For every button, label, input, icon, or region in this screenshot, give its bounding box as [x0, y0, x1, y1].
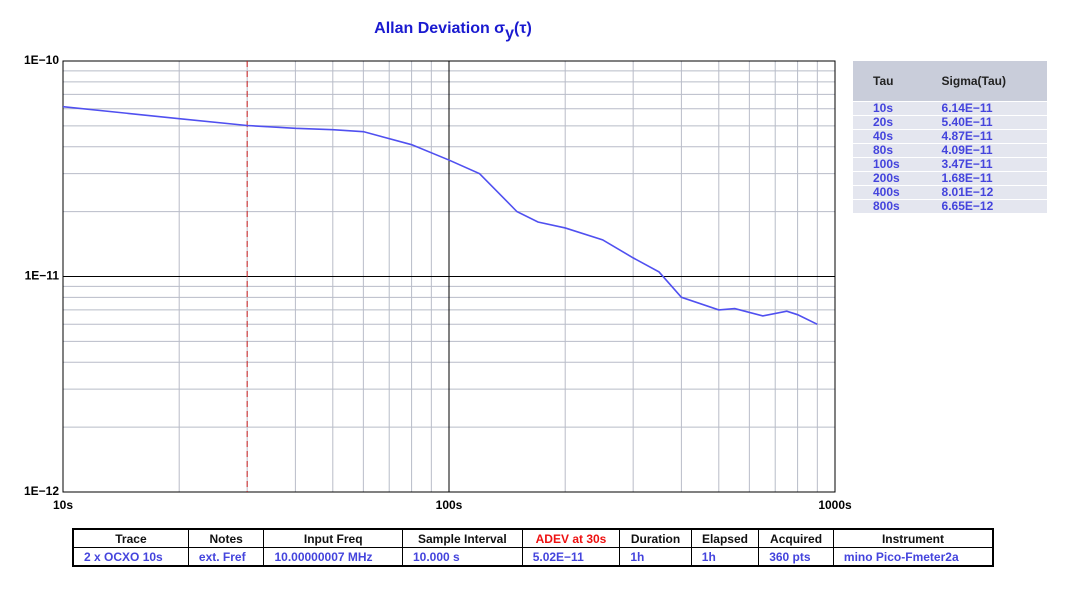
column-header: Trace [72, 528, 189, 548]
x-tick-label: 100s [436, 498, 463, 512]
column-header: Acquired [758, 528, 834, 548]
table-row: 200s 1.68E−11 [853, 171, 1047, 186]
table-row: 400s 8.01E−12 [853, 185, 1047, 200]
table-cell: 1h [619, 547, 692, 567]
table-cell: 4.87E−11 [921, 129, 1047, 144]
table-cell: 10.00000007 MHz [263, 547, 403, 567]
table-cell: 5.02E−11 [521, 547, 621, 567]
grid [62, 60, 836, 493]
column-header: Notes [187, 528, 265, 548]
table-cell: 4.09E−11 [921, 143, 1047, 158]
info-table: Trace Notes Input Freq Sample Interval ADEV … [72, 528, 994, 567]
column-header: ADEV at 30s [521, 528, 621, 548]
table-cell: 10.000 s [401, 547, 523, 567]
table-cell: 400s [853, 185, 922, 200]
table-cell: 20s [853, 115, 922, 130]
table-row: 800s 6.65E−12 [853, 199, 1047, 213]
column-header: Elapsed [690, 528, 760, 548]
y-tick-label: 1E−10 [24, 53, 59, 67]
table-row: 100s 3.47E−11 [853, 157, 1047, 172]
table-cell: 800s [853, 199, 922, 213]
title-subscript: y [505, 25, 514, 42]
table-cell: 1h [690, 547, 760, 567]
table-cell: 40s [853, 129, 922, 144]
table-cell: mino Pico-Fmeter2a [832, 547, 994, 567]
y-tick-label: 1E−11 [25, 269, 60, 283]
column-header: Instrument [832, 528, 994, 548]
column-header: Sample Interval [401, 528, 523, 548]
column-header: Input Freq [263, 528, 403, 548]
table-cell: 1.68E−11 [921, 171, 1047, 186]
table-row: 40s 4.87E−11 [853, 129, 1047, 144]
chart-title: Allan Deviation σy(τ) [374, 20, 532, 42]
title-main: Allan Deviation σ [374, 20, 505, 37]
table-cell: 6.14E−11 [921, 101, 1047, 116]
table-row: 80s 4.09E−11 [853, 143, 1047, 158]
table-row: 20s 5.40E−11 [853, 115, 1047, 130]
x-tick-label: 1000s [818, 498, 852, 512]
table-cell: 200s [853, 171, 922, 186]
column-header: Tau [873, 74, 894, 88]
table-cell: 8.01E−12 [921, 185, 1047, 200]
table-cell: 80s [853, 143, 922, 158]
table-cell: 5.40E−11 [921, 115, 1047, 130]
table-cell: ext. Fref [187, 547, 265, 567]
title-suffix: (τ) [514, 20, 532, 37]
column-header: Sigma(Tau) [941, 74, 1006, 88]
x-tick-label: 10s [53, 498, 73, 512]
column-header: Duration [619, 528, 692, 548]
table-row: 10s 6.14E−11 [853, 101, 1047, 116]
table-cell: 6.65E−12 [921, 199, 1047, 213]
table-cell: 2 x OCXO 10s [72, 547, 189, 567]
sigma-table: Tau Sigma(Tau) 10s 6.14E−11 20s 5.40E−11 40s 4.… [853, 61, 1047, 213]
series-line [62, 105, 818, 326]
table-cell: 100s [853, 157, 922, 172]
table-cell: 360 pts [758, 547, 834, 567]
y-tick-label: 1E−12 [24, 484, 59, 498]
table-cell: 3.47E−11 [921, 157, 1047, 172]
table-cell: 10s [853, 101, 922, 116]
